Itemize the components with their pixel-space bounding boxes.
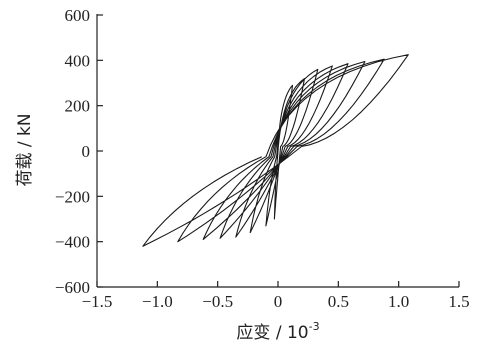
y-axis-title: 荷载 / kN bbox=[15, 113, 35, 186]
x-axis-title: 应变 / 10-3 bbox=[236, 320, 319, 343]
x-tick-label: 0 bbox=[274, 292, 283, 311]
x-tick-label: 1.0 bbox=[388, 292, 409, 311]
x-tick-label: −0.5 bbox=[202, 292, 233, 311]
y-tick-label: 600 bbox=[65, 6, 91, 25]
y-tick-label: −200 bbox=[55, 187, 90, 206]
y-tick-label: 200 bbox=[65, 97, 91, 116]
y-tick-label: −600 bbox=[55, 278, 90, 297]
x-tick-label: −1.5 bbox=[82, 292, 113, 311]
x-ticks: −1.5 −1.0 −0.5 0 0.5 1.0 1.5 bbox=[82, 281, 470, 311]
y-tick-label: 0 bbox=[82, 142, 91, 161]
x-tick-label: 0.5 bbox=[328, 292, 349, 311]
y-tick-label: −400 bbox=[55, 233, 90, 252]
x-tick-label: −1.0 bbox=[142, 292, 173, 311]
x-tick-label: 1.5 bbox=[448, 292, 469, 311]
hysteresis-curve bbox=[142, 54, 409, 247]
x-axis-title-exponent: -3 bbox=[309, 320, 320, 333]
y-ticks: 600 400 200 0 −200 −400 −600 bbox=[55, 6, 103, 297]
y-tick-label: 400 bbox=[65, 51, 91, 70]
hysteresis-loops bbox=[142, 54, 409, 247]
